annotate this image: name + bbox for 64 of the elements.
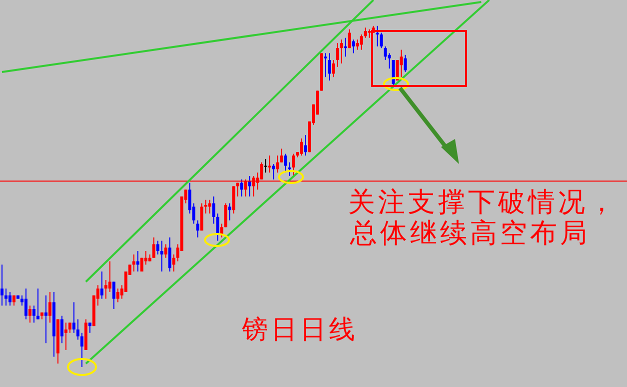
candlestick <box>204 199 208 214</box>
candlestick <box>324 52 327 78</box>
candlestick <box>384 46 387 61</box>
candlestick <box>364 27 367 38</box>
candlestick <box>196 220 200 238</box>
candlestick <box>396 60 399 81</box>
candlestick <box>268 155 272 174</box>
candlestick <box>300 138 304 156</box>
candlestick <box>284 153 288 174</box>
candlestick <box>4 288 8 306</box>
candlestick <box>212 196 216 224</box>
candlestick <box>280 148 284 163</box>
candlestick <box>164 244 168 258</box>
candlestick <box>76 318 80 340</box>
annotation: 关注支撑下破情况， <box>348 186 618 219</box>
candlestick <box>68 322 72 334</box>
candlestick <box>304 134 308 156</box>
candlestick <box>404 54 407 72</box>
candlestick <box>108 260 112 292</box>
candlestick <box>88 322 92 334</box>
candlestick <box>332 60 335 78</box>
candlestick <box>104 280 108 300</box>
candlestick <box>32 305 36 324</box>
candlestick <box>160 240 164 272</box>
candlestick <box>380 32 383 49</box>
candlestick <box>200 202 204 232</box>
candlestick <box>168 236 172 272</box>
candlestick <box>28 305 32 324</box>
candlestick <box>336 42 339 68</box>
candlestick <box>0 264 4 306</box>
candlestick <box>240 178 244 197</box>
candlestick <box>232 186 236 214</box>
candlestick <box>376 25 379 47</box>
candlestick <box>64 322 68 350</box>
annotation: 镑日日线 <box>242 314 358 347</box>
annotation: 总体继续高空布局 <box>350 217 590 251</box>
candlestick <box>24 288 28 320</box>
candlestick <box>224 202 228 228</box>
candlestick <box>216 213 220 242</box>
candlestick <box>288 162 292 176</box>
candlestick <box>228 202 232 221</box>
candlestick <box>292 153 296 176</box>
candlestick <box>276 155 280 174</box>
candlestick <box>44 294 48 344</box>
candlestick <box>400 49 403 78</box>
candlestick <box>8 291 12 306</box>
candlestick <box>360 34 363 50</box>
candlestick <box>344 37 347 58</box>
candlestick <box>48 291 52 324</box>
candlestick <box>112 281 116 310</box>
candlestick <box>328 52 331 81</box>
candlestick <box>116 288 120 303</box>
candlestick <box>352 39 355 54</box>
candlestick <box>340 39 343 64</box>
candlestick <box>152 236 156 258</box>
candlestick <box>356 39 359 50</box>
candlestick <box>80 332 84 367</box>
candlestick <box>72 302 76 334</box>
candlestick <box>264 158 268 174</box>
candlestick <box>172 254 176 272</box>
candlestick <box>348 28 351 49</box>
candlestick <box>100 271 104 300</box>
candlestick <box>220 223 224 238</box>
candlestick <box>60 315 64 344</box>
